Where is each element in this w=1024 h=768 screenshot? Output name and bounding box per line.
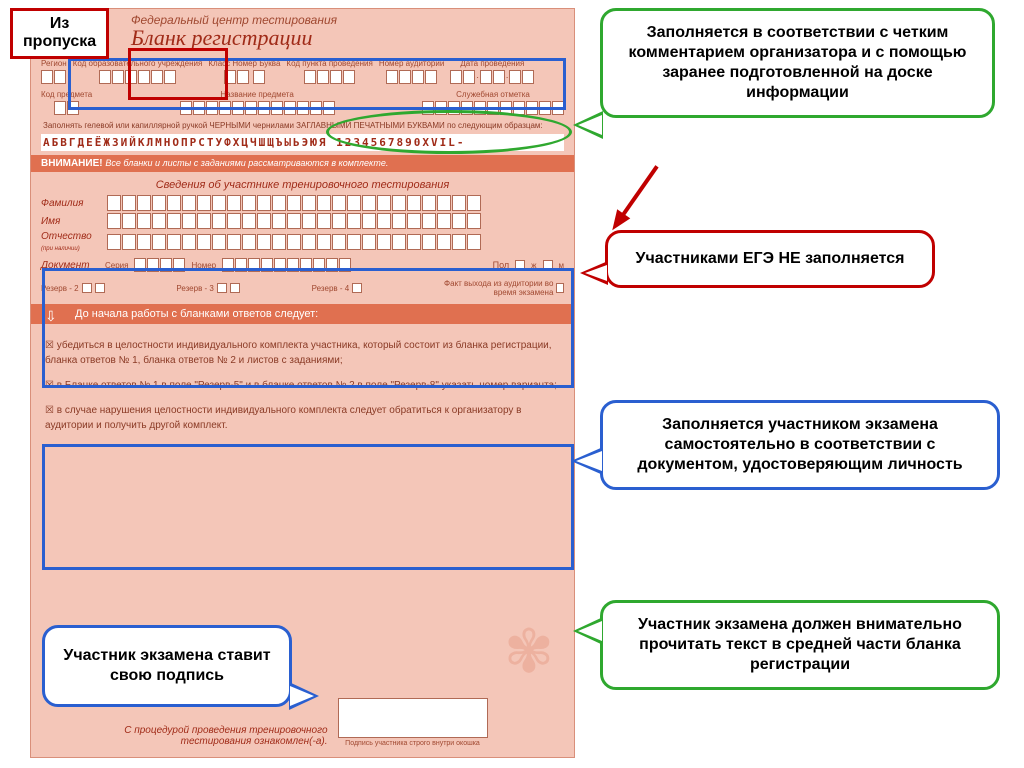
row-surname: Фамилия <box>31 194 574 212</box>
row-patronymic: Отчество(при наличии) <box>31 230 574 254</box>
instruction-1: ☒ убедиться в целостности индивидуальног… <box>45 338 560 368</box>
reserve-2: Резерв - 2 <box>41 279 105 297</box>
field-subj-code: Код предмета <box>41 90 92 115</box>
callout-filled-by-organizer: Заполняется в соответствии с четким комм… <box>600 8 995 118</box>
callout-read-midsection: Участник экзамена должен внимательно про… <box>600 600 1000 690</box>
instructions-block: ☒ убедиться в целостности индивидуальног… <box>31 328 574 453</box>
signature-box[interactable] <box>338 698 488 738</box>
field-subj-name: Название предмета <box>98 90 416 115</box>
field-row-2: Код предмета Название предмета Служебная… <box>31 88 574 119</box>
field-inst-code: Код образовательного учреждения <box>73 59 203 84</box>
attention-bar: ВНИМАНИЕ! Все бланки и листы с заданиями… <box>31 155 574 172</box>
decorative-flourish-icon: ✾ <box>504 617 554 687</box>
field-point-code: Код пункта проведения <box>286 59 372 84</box>
instruction-3: ☒ в случае нарушения целостности индивид… <box>45 403 560 433</box>
row-document: Документ Серия Номер Пол ж м <box>31 254 574 276</box>
callout-filled-by-participant: Заполняется участником экзамена самостоя… <box>600 400 1000 490</box>
field-class: Класс Номер Буква <box>208 59 280 84</box>
fill-note: Заполнять гелевой или капиллярной ручкой… <box>31 119 574 132</box>
checkbox-gender-m[interactable] <box>543 260 553 270</box>
reserve-exit: Факт выхода из аудитории во время экзаме… <box>434 279 564 297</box>
field-date: Дата проведения .. <box>450 59 534 84</box>
field-room: Номер аудитории <box>379 59 445 84</box>
form-title: Бланк регистрации <box>31 25 574 51</box>
arrow-bar: До начала работы с бланками ответов след… <box>31 304 574 324</box>
callout-participant-signs: Участник экзамена ставит свою подпись <box>42 625 292 707</box>
field-region: Регион <box>41 59 67 84</box>
field-service: Служебная отметка <box>422 90 564 115</box>
reserve-4: Резерв - 4 <box>312 279 363 297</box>
signature-area: Подпись участника строго внутри окошка <box>338 698 488 747</box>
instruction-2: ☒ в Бланке ответов № 1 в поле "Резерв-5"… <box>45 378 560 393</box>
reserve-3: Резерв - 3 <box>176 279 240 297</box>
reserve-row: Резерв - 2 Резерв - 3 Резерв - 4 Факт вы… <box>31 276 574 300</box>
sample-alphabet: АБВГДЕЁЖЗИЙКЛМНОПРСТУФХЦЧШЩЪЫЬЭЮЯ 123456… <box>41 134 564 151</box>
participant-section-title: Сведения об участнике тренировочного тес… <box>31 176 574 194</box>
checkbox-gender-f[interactable] <box>515 260 525 270</box>
label-from-pass: Изпропуска <box>10 8 109 59</box>
callout-not-filled-by-participants: Участниками ЕГЭ НЕ заполняется <box>605 230 935 288</box>
field-row-1: Регион Код образовательного учреждения К… <box>31 57 574 88</box>
row-name: Имя <box>31 212 574 230</box>
